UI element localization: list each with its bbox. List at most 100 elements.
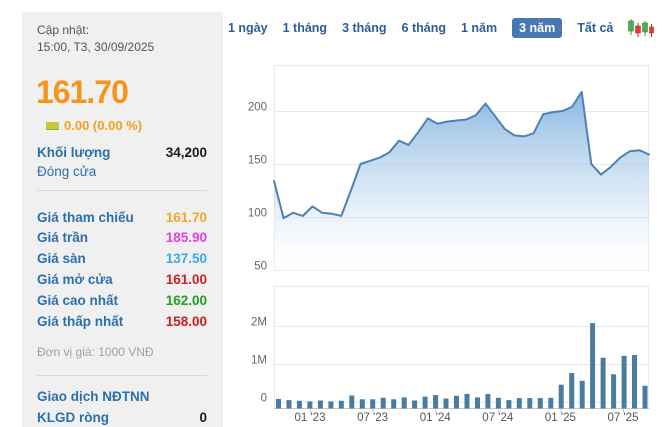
last-updated: Cập nhật: 15:00, T3, 30/09/2025: [37, 22, 207, 56]
volume-bar: [506, 400, 512, 409]
last-updated-time: 15:00, T3, 30/09/2025: [37, 40, 155, 54]
foreign-trade-label: Giao dịch NĐTNN: [37, 389, 150, 404]
x-axis-tick-label: 01 '24: [420, 412, 452, 424]
tab-range-3[interactable]: 3 tháng: [342, 21, 387, 35]
volume-axis-tick-label: 2M: [251, 317, 267, 329]
volume-bar: [475, 397, 480, 409]
net-volume-row: KLGD ròng 0: [37, 408, 207, 427]
price-level-value: 185.90: [165, 230, 207, 246]
quote-summary-panel: Cập nhật: 15:00, T3, 30/09/2025 161.70 0…: [22, 12, 223, 427]
x-axis-tick-label: 01 '25: [545, 412, 576, 424]
price-level-row: Giá sàn 137.50: [37, 249, 207, 269]
volume-bar: [307, 401, 313, 409]
price-level-label: Giá trần: [37, 230, 89, 246]
volume-bar: [328, 401, 334, 409]
price-line: [273, 90, 650, 220]
candlestick-chart-icon[interactable]: [628, 19, 655, 37]
last-updated-label: Cập nhật:: [37, 23, 90, 37]
volume-bar: [569, 373, 575, 409]
volume-bar: [317, 400, 323, 409]
volume-bar: [527, 398, 533, 409]
price-level-value: 158.00: [165, 313, 207, 329]
volume-bar: [359, 399, 365, 409]
foreign-trade-row: Giao dịch NĐTNN: [37, 387, 207, 407]
price-unit-note: Đơn vị giá: 1000 VNĐ: [37, 345, 154, 359]
price-level-label: Giá mở cửa: [37, 271, 113, 287]
volume-bar: [433, 395, 439, 409]
volume-bar: [401, 397, 407, 409]
x-axis-tick-label: 07 '25: [608, 412, 639, 424]
tab-range-1[interactable]: 1 ngày: [228, 21, 268, 35]
price-level-label: Giá cao nhất: [37, 292, 119, 308]
volume-bar: [412, 400, 418, 409]
x-axis-tick-label: 07 '24: [482, 412, 514, 424]
volume-bar: [349, 395, 355, 409]
volume-bar: [485, 393, 491, 409]
range-tabs: 1 ngày 1 tháng 3 tháng 6 tháng 1 năm 3 năm Tất…: [228, 17, 655, 39]
price-axis-tick-label: 150: [248, 155, 267, 167]
divider: [37, 375, 207, 376]
price-level-label: Giá thấp nhất: [37, 313, 124, 329]
volume-bar: [642, 385, 648, 409]
net-volume-label: KLGD ròng: [37, 410, 109, 425]
price-level-row: Giá mở cửa 161.00: [37, 270, 207, 290]
close-label: Đóng cửa: [37, 164, 97, 179]
volume-bar: [286, 400, 292, 409]
price-level-value: 162.00: [165, 292, 207, 308]
volume-bar: [600, 357, 606, 409]
volume-bar: [338, 400, 344, 409]
volume-row: Khối lượng 34,200: [37, 143, 207, 163]
price-level-row: Giá tham chiếu 161.70: [37, 208, 207, 228]
x-axis-tick-label: 01 '23: [295, 412, 326, 424]
volume-bar: [548, 397, 554, 409]
volume-bar: [558, 384, 564, 409]
volume-bar: [611, 374, 617, 409]
price-axis-tick-label: 200: [248, 102, 267, 114]
volume-bar: [391, 399, 397, 409]
price-axis-tick-label: 50: [254, 261, 267, 273]
volume-bar: [579, 380, 585, 409]
volume-bar: [464, 393, 470, 409]
close-row: Đóng cửa: [37, 162, 207, 182]
tab-range-7[interactable]: Tất cả: [577, 21, 614, 35]
volume-bar: [296, 400, 302, 409]
price-level-row: Giá thấp nhất 158.00: [37, 312, 207, 332]
divider: [37, 190, 207, 191]
price-level-value: 137.50: [165, 251, 207, 267]
volume-pane-border: [274, 286, 649, 409]
volume-bar: [516, 398, 522, 409]
price-level-label: Giá sàn: [37, 251, 86, 267]
volume-bar: [621, 355, 627, 409]
price-change-row: 0.00 (0.00 %): [37, 118, 207, 134]
volume-bar: [380, 397, 386, 409]
price-change-value: 0.00 (0.00 %): [64, 118, 143, 133]
price-level-row: Giá trần 185.90: [37, 228, 207, 248]
price-level-label: Giá tham chiếu: [37, 209, 134, 225]
volume-bar: [454, 395, 459, 409]
current-price: 161.70: [36, 74, 129, 110]
price-level-row: Giá cao nhất 162.00: [37, 291, 207, 311]
tab-range-6[interactable]: 3 năm: [512, 18, 563, 38]
tab-range-4[interactable]: 6 tháng: [401, 21, 446, 35]
volume-bar: [370, 399, 376, 409]
price-axis-tick-label: 100: [248, 208, 267, 220]
price-level-value: 161.00: [165, 271, 207, 287]
volume-bar: [422, 396, 428, 409]
volume-bar: [276, 398, 281, 409]
unchanged-indicator-icon: [46, 122, 59, 130]
volume-bar: [537, 398, 543, 409]
tab-range-2[interactable]: 1 tháng: [282, 21, 328, 35]
volume-label: Khối lượng: [37, 145, 111, 160]
volume-bar: [495, 397, 501, 409]
volume-value: 34,200: [165, 145, 207, 160]
net-volume-value: 0: [199, 410, 207, 425]
volume-bar: [443, 398, 449, 409]
price-area-fill: [274, 91, 649, 271]
tab-range-5[interactable]: 1 năm: [460, 21, 498, 35]
volume-bar: [632, 355, 637, 409]
volume-axis-tick-label: 0: [261, 393, 267, 405]
volume-axis-tick-label: 1M: [251, 355, 267, 367]
x-axis-tick-label: 07 '23: [357, 412, 388, 424]
